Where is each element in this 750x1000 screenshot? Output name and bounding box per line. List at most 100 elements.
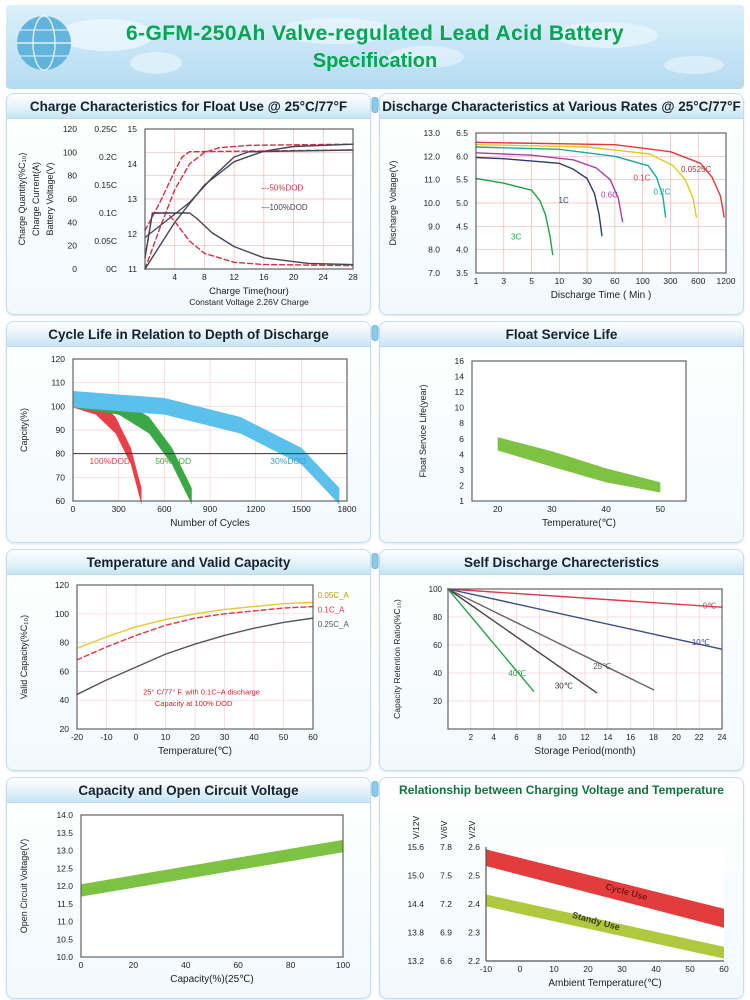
- svg-text:0.25C_A: 0.25C_A: [317, 620, 349, 629]
- svg-text:11: 11: [128, 264, 137, 274]
- svg-text:12: 12: [229, 272, 239, 282]
- charts-grid: Charge Characteristics for Float Use @ 2…: [6, 93, 744, 999]
- svg-text:20: 20: [433, 697, 442, 706]
- svg-text:8: 8: [202, 272, 207, 282]
- svg-text:0: 0: [70, 504, 75, 514]
- svg-text:60: 60: [610, 276, 620, 286]
- svg-text:1800: 1800: [337, 504, 356, 514]
- svg-text:30: 30: [617, 964, 627, 974]
- svg-text:7.8: 7.8: [440, 842, 452, 852]
- svg-text:6.0: 6.0: [456, 151, 468, 161]
- svg-text:10.0: 10.0: [423, 198, 440, 208]
- svg-text:600: 600: [157, 504, 171, 514]
- svg-text:100: 100: [428, 585, 442, 594]
- svg-text:14.0: 14.0: [56, 810, 73, 820]
- svg-text:1C: 1C: [558, 196, 568, 205]
- svg-text:28: 28: [348, 272, 358, 282]
- svg-text:2: 2: [459, 480, 464, 490]
- section-self-discharge: Self Discharge Charecteristics 2 4 6 8 10 12 1…: [379, 549, 744, 771]
- svg-text:2.5: 2.5: [468, 871, 480, 881]
- svg-text:V/6V: V/6V: [439, 820, 449, 839]
- svg-text:2.3: 2.3: [468, 928, 480, 938]
- svg-text:Charge Time(hour): Charge Time(hour): [209, 286, 289, 297]
- svg-text:Storage Period(month): Storage Period(month): [534, 746, 635, 757]
- cycle-life-chart: 0 300 600 900 1200 1500 1800 60 70 80 90 100 110 120 C…: [19, 354, 357, 529]
- svg-text:100: 100: [62, 147, 76, 157]
- svg-text:40: 40: [249, 732, 259, 742]
- svg-text:Float Service Life(year): Float Service Life(year): [418, 384, 428, 477]
- svg-text:2.6: 2.6: [468, 842, 480, 852]
- svg-text:1: 1: [459, 496, 464, 506]
- section-charging-voltage-temperature: Relationship between Charging Voltage an…: [379, 777, 744, 999]
- svg-text:50%DOD: 50%DOD: [155, 456, 191, 466]
- svg-text:0: 0: [517, 964, 522, 974]
- svg-text:10: 10: [549, 964, 559, 974]
- svg-text:100: 100: [50, 401, 64, 411]
- svg-text:60: 60: [55, 496, 65, 506]
- svg-text:6.9: 6.9: [440, 928, 452, 938]
- svg-text:12.0: 12.0: [423, 151, 440, 161]
- svg-text:8: 8: [459, 418, 464, 428]
- svg-text:60: 60: [59, 666, 69, 676]
- svg-text:40℃: 40℃: [508, 669, 526, 678]
- svg-text:12: 12: [454, 387, 464, 397]
- svg-text:6.6: 6.6: [440, 956, 452, 966]
- svg-text:Open Circuit Voltage(V): Open Circuit Voltage(V): [19, 839, 29, 934]
- svg-text:13: 13: [127, 194, 137, 204]
- svg-text:0℃: 0℃: [702, 602, 715, 611]
- svg-text:5.0: 5.0: [456, 198, 468, 208]
- svg-text:100: 100: [335, 960, 349, 970]
- page-title-line2: Specification: [312, 49, 438, 72]
- svg-text:25° C/77° F. with 0.1C–A dis: 25° C/77° F. with 0.1C–A discharge: [143, 687, 260, 696]
- svg-text:0.05C_A: 0.05C_A: [317, 591, 349, 600]
- svg-text:4: 4: [491, 733, 496, 742]
- svg-text:0.6C: 0.6C: [601, 190, 618, 199]
- svg-text:30%DOD: 30%DOD: [270, 456, 306, 466]
- svg-text:1: 1: [473, 276, 478, 286]
- svg-text:3: 3: [459, 465, 464, 475]
- svg-text:---50%DOD: ---50%DOD: [261, 184, 303, 193]
- svg-text:50: 50: [278, 732, 288, 742]
- svg-text:Charge Current(A): Charge Current(A): [31, 162, 41, 236]
- svg-text:24: 24: [318, 272, 328, 282]
- svg-text:Discharge Time ( Min ): Discharge Time ( Min ): [550, 290, 651, 301]
- svg-text:4: 4: [459, 449, 464, 459]
- svg-text:Capacity at 100% DOD: Capacity at 100% DOD: [154, 699, 232, 708]
- svg-text:Constant Voltage 2.26V Charge: Constant Voltage 2.26V Charge: [189, 297, 309, 307]
- svg-text:15.0: 15.0: [407, 871, 424, 881]
- svg-text:14: 14: [603, 733, 612, 742]
- svg-text:3: 3: [501, 276, 506, 286]
- svg-text:25℃: 25℃: [593, 662, 611, 671]
- svg-text:300: 300: [663, 276, 677, 286]
- svg-text:6: 6: [514, 733, 519, 742]
- svg-text:6.5: 6.5: [456, 128, 468, 138]
- svg-text:40: 40: [433, 669, 442, 678]
- svg-text:1200: 1200: [246, 504, 265, 514]
- svg-text:8.0: 8.0: [428, 245, 440, 255]
- svg-text:0: 0: [133, 732, 138, 742]
- section-float-service-life: Float Service Life 20 30 40 50 1 2 3 4 6 8 10 12 14 1…: [379, 321, 744, 543]
- svg-text:10℃: 10℃: [691, 638, 709, 647]
- svg-text:18: 18: [649, 733, 658, 742]
- svg-text:2: 2: [468, 733, 473, 742]
- svg-text:0.1C: 0.1C: [99, 208, 117, 218]
- svg-text:20: 20: [59, 724, 69, 734]
- svg-text:0.1C: 0.1C: [633, 174, 650, 183]
- svg-text:14: 14: [454, 372, 464, 382]
- svg-text:14.4: 14.4: [407, 899, 424, 909]
- svg-text:90: 90: [55, 425, 65, 435]
- svg-text:Battery Voltage(V): Battery Voltage(V): [45, 162, 55, 235]
- svg-text:13.0: 13.0: [56, 846, 73, 856]
- svg-text:16: 16: [626, 733, 635, 742]
- svg-text:2.4: 2.4: [468, 899, 480, 909]
- svg-text:16: 16: [454, 356, 464, 366]
- svg-text:0.15C: 0.15C: [94, 180, 117, 190]
- svg-text:2.2: 2.2: [468, 956, 480, 966]
- svg-text:120: 120: [62, 124, 76, 134]
- svg-text:80: 80: [59, 638, 69, 648]
- svg-text:3.5: 3.5: [456, 268, 468, 278]
- svg-text:9.0: 9.0: [428, 221, 440, 231]
- svg-text:80: 80: [285, 960, 295, 970]
- svg-text:80: 80: [433, 613, 442, 622]
